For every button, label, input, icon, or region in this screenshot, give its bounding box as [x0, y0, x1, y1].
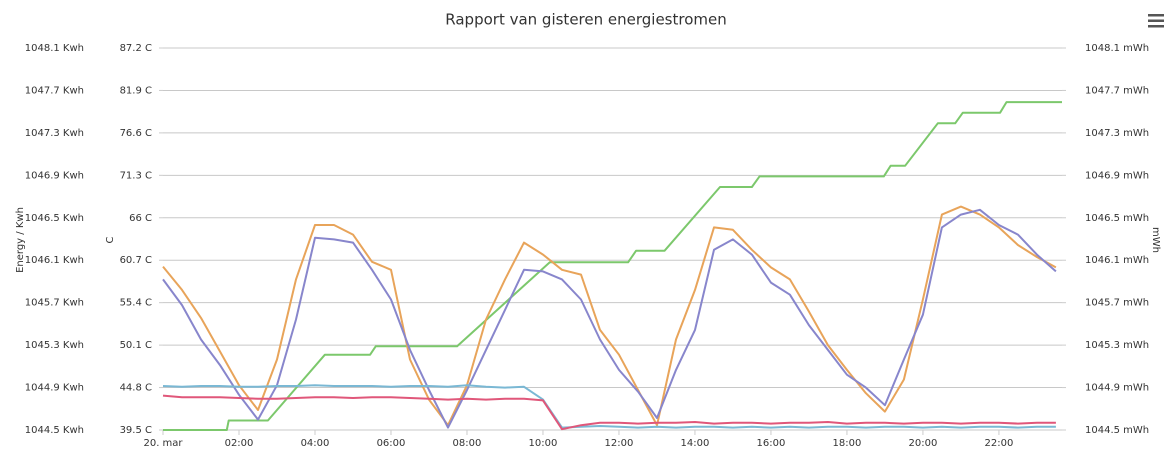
x-tick-label: 22:00: [985, 438, 1014, 449]
x-tick-label: 20:00: [909, 438, 938, 449]
y2-tick-label: 87.2 C: [120, 43, 152, 54]
y3-tick-label: 1046.5 mWh: [1085, 213, 1149, 224]
y-tick-label: 1047.7 Kwh: [25, 85, 84, 96]
y-tick-label: 1047.3 Kwh: [25, 128, 84, 139]
y3-axis-title: mWh: [1150, 227, 1161, 253]
menu-bar[interactable]: [1148, 14, 1164, 17]
y2-tick-label: 81.9 C: [120, 85, 152, 96]
y3-tick-label: 1047.7 mWh: [1085, 85, 1149, 96]
x-tick-label: 02:00: [225, 438, 254, 449]
x-tick-label: 06:00: [377, 438, 406, 449]
x-tick-label: 08:00: [453, 438, 482, 449]
x-tick-label: 14:00: [681, 438, 710, 449]
y-tick-label: 1048.1 Kwh: [25, 43, 84, 54]
y2-tick-label: 66 C: [129, 213, 152, 224]
series-line: [162, 384, 1056, 429]
y2-tick-label: 55.4 C: [120, 298, 152, 309]
menu-bar[interactable]: [1148, 25, 1164, 28]
y-tick-label: 1045.7 Kwh: [25, 298, 84, 309]
y3-tick-label: 1045.7 mWh: [1085, 298, 1149, 309]
x-tick-label: 20. mar: [143, 438, 183, 449]
y2-axis-title: C: [105, 236, 116, 243]
y3-tick-label: 1044.9 mWh: [1085, 383, 1149, 394]
y2-tick-label: 60.7 C: [120, 255, 152, 266]
chart-title: Rapport van gisteren energiestromen: [445, 11, 726, 29]
series-line: [162, 394, 1056, 431]
y2-tick-label: 44.8 C: [120, 383, 152, 394]
y3-tick-label: 1044.5 mWh: [1085, 425, 1149, 436]
y3-tick-label: 1046.9 mWh: [1085, 170, 1149, 181]
y2-tick-label: 76.6 C: [120, 128, 152, 139]
y2-tick-label: 39.5 C: [120, 425, 152, 436]
menu-bar[interactable]: [1148, 19, 1164, 23]
y-tick-label: 1044.9 Kwh: [25, 383, 84, 394]
y-tick-label: 1045.3 Kwh: [25, 340, 84, 351]
y-tick-label: 1046.1 Kwh: [25, 255, 84, 266]
y-tick-label: 1046.5 Kwh: [25, 213, 84, 224]
y3-tick-label: 1046.1 mWh: [1085, 255, 1149, 266]
x-tick-label: 10:00: [529, 438, 558, 449]
x-tick-label: 12:00: [605, 438, 634, 449]
series-line: [162, 208, 1057, 429]
series-line: [163, 101, 1062, 431]
x-tick-label: 18:00: [833, 438, 862, 449]
menu-button[interactable]: [1148, 14, 1164, 28]
y-tick-label: 1044.5 Kwh: [25, 425, 84, 436]
y2-tick-label: 50.1 C: [120, 340, 152, 351]
y-tick-label: 1046.9 Kwh: [25, 170, 84, 181]
x-tick-label: 04:00: [301, 438, 330, 449]
y3-tick-label: 1045.3 mWh: [1085, 340, 1149, 351]
y3-tick-label: 1048.1 mWh: [1085, 43, 1149, 54]
series-line: [162, 205, 1057, 427]
y2-tick-label: 71.3 C: [120, 170, 152, 181]
y3-tick-label: 1047.3 mWh: [1085, 128, 1149, 139]
x-tick-label: 16:00: [757, 438, 786, 449]
y-axis-title: Energy / Kwh: [15, 207, 26, 273]
